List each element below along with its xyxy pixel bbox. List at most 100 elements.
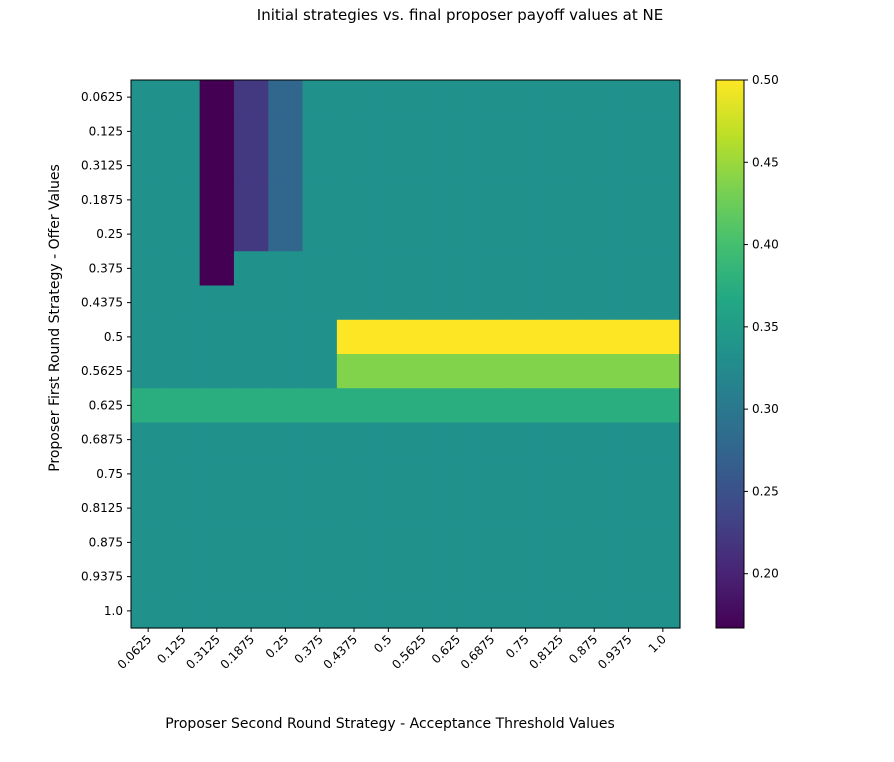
- heatmap-cell: [474, 114, 510, 150]
- y-axis-ticks: 0.0625 0.125 0.3125 0.1875 0.25 0.375 0.4375 0.…: [81, 90, 131, 618]
- heatmap-cell: [405, 251, 441, 287]
- heatmap-cell: [405, 182, 441, 218]
- heatmap-cell: [199, 456, 235, 492]
- heatmap-cell: [371, 319, 407, 355]
- heatmap-cell: [268, 182, 304, 218]
- heatmap-cell: [165, 422, 201, 458]
- heatmap-cell: [439, 354, 475, 389]
- heatmap-cell: [611, 251, 647, 287]
- y-tick-label: 0.875: [89, 535, 123, 549]
- heatmap-cell: [542, 525, 578, 561]
- heatmap-cell: [165, 319, 201, 355]
- heatmap-cell: [645, 354, 681, 389]
- heatmap-cell: [268, 319, 304, 355]
- colorbar-tick-label: 0.25: [752, 484, 779, 498]
- heatmap-cell: [611, 388, 647, 424]
- heatmap-cell: [371, 182, 407, 218]
- heatmap-cell: [233, 319, 269, 355]
- heatmap-cell: [302, 285, 338, 321]
- heatmap-cell: [645, 491, 681, 526]
- heatmap-cell: [405, 525, 441, 561]
- heatmap-cell: [233, 354, 269, 389]
- heatmap-cell: [302, 525, 338, 561]
- heatmap-cell: [611, 114, 647, 150]
- heatmap-cell: [405, 114, 441, 150]
- heatmap-cell: [439, 148, 475, 184]
- heatmap-cell: [611, 525, 647, 561]
- heatmap-cell: [439, 80, 475, 115]
- heatmap-cell: [302, 559, 338, 595]
- heatmap-cell: [508, 80, 544, 115]
- heatmap-cell: [131, 114, 166, 150]
- heatmap-cell: [371, 593, 407, 629]
- y-tick-label: 0.6875: [81, 433, 123, 447]
- heatmap-cell: [405, 422, 441, 458]
- heatmap-cell: [131, 422, 166, 458]
- heatmap-cell: [542, 182, 578, 218]
- heatmap-cell: [336, 182, 372, 218]
- y-axis-label: Proposer First Round Strategy - Offer Va…: [47, 164, 63, 472]
- heatmap-cell: [474, 354, 510, 389]
- heatmap-cell: [577, 148, 612, 184]
- heatmap-cell: [302, 217, 338, 252]
- x-tick-label: 0.8125: [526, 632, 566, 672]
- heatmap-cell: [131, 593, 166, 629]
- heatmap-cell: [542, 388, 578, 424]
- heatmap-cell: [199, 422, 235, 458]
- heatmap-cell: [371, 217, 407, 252]
- colorbar-tick-label: 0.30: [752, 402, 779, 416]
- heatmap-cell: [268, 388, 304, 424]
- heatmap-cell: [165, 251, 201, 287]
- heatmap-cell: [508, 388, 544, 424]
- heatmap-cell: [199, 80, 235, 115]
- heatmap-cell: [268, 354, 304, 389]
- heatmap-cell: [405, 217, 441, 252]
- heatmap-cells: [131, 80, 681, 629]
- heatmap-cell: [371, 114, 407, 150]
- heatmap-cell: [508, 148, 544, 184]
- heatmap-cell: [268, 148, 304, 184]
- heatmap-cell: [233, 422, 269, 458]
- heatmap-cell: [199, 559, 235, 595]
- x-tick-label: 0.3125: [183, 632, 223, 672]
- heatmap-cell: [371, 456, 407, 492]
- heatmap-cell: [474, 285, 510, 321]
- heatmap-cell: [474, 593, 510, 629]
- heatmap-cell: [302, 148, 338, 184]
- heatmap-cell: [199, 525, 235, 561]
- heatmap-cell: [508, 114, 544, 150]
- heatmap-cell: [405, 148, 441, 184]
- heatmap-cell: [577, 319, 612, 355]
- heatmap-cell: [233, 80, 269, 115]
- heatmap-cell: [611, 559, 647, 595]
- heatmap-cell: [199, 148, 235, 184]
- heatmap-cell: [131, 525, 166, 561]
- heatmap-cell: [439, 456, 475, 492]
- heatmap-cell: [577, 285, 612, 321]
- heatmap-cell: [405, 559, 441, 595]
- heatmap-cell: [474, 251, 510, 287]
- heatmap-cell: [233, 285, 269, 321]
- heatmap-cell: [474, 388, 510, 424]
- heatmap-cell: [508, 525, 544, 561]
- x-tick-label: 0.1875: [218, 632, 258, 672]
- heatmap-cell: [405, 491, 441, 526]
- y-tick-label: 0.3125: [81, 159, 123, 173]
- x-tick-label: 0.75: [503, 632, 532, 661]
- heatmap-cell: [165, 148, 201, 184]
- heatmap-cell: [611, 148, 647, 184]
- heatmap-cell: [542, 319, 578, 355]
- y-tick-label: 0.25: [96, 227, 123, 241]
- heatmap-cell: [405, 319, 441, 355]
- heatmap-cell: [199, 491, 235, 526]
- y-tick-label: 0.9375: [81, 570, 123, 584]
- heatmap-cell: [542, 456, 578, 492]
- heatmap-cell: [577, 593, 612, 629]
- heatmap-cell: [577, 559, 612, 595]
- heatmap-cell: [233, 456, 269, 492]
- heatmap-cell: [268, 491, 304, 526]
- heatmap-cell: [577, 217, 612, 252]
- heatmap-cell: [302, 354, 338, 389]
- heatmap-cell: [131, 148, 166, 184]
- heatmap-cell: [268, 525, 304, 561]
